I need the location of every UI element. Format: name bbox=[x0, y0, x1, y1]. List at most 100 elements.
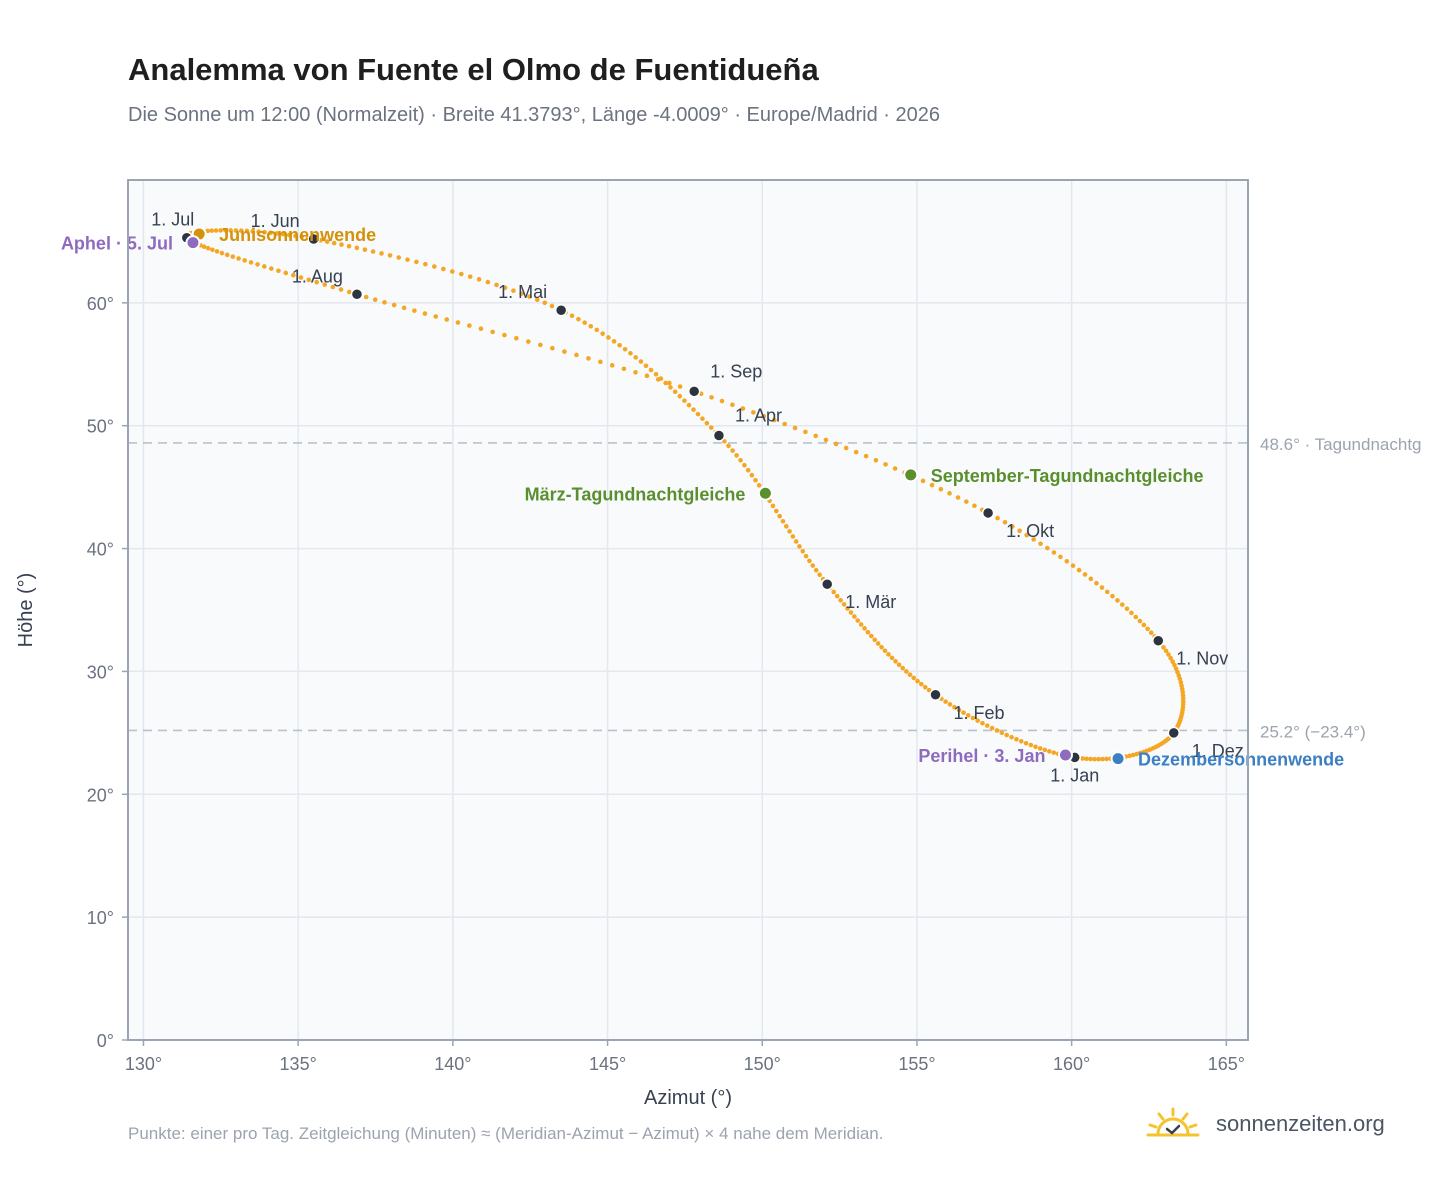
day-point bbox=[347, 289, 352, 295]
day-point bbox=[995, 515, 1000, 521]
day-point bbox=[1084, 756, 1089, 762]
day-point bbox=[883, 462, 888, 467]
day-point bbox=[790, 534, 796, 539]
day-point bbox=[938, 486, 944, 492]
month-label: 1. Jan bbox=[1050, 765, 1099, 785]
day-point bbox=[396, 255, 402, 260]
brand: sonnenzeiten.org bbox=[1146, 1104, 1385, 1144]
day-point bbox=[280, 231, 286, 237]
day-point bbox=[858, 622, 864, 627]
day-point bbox=[1137, 750, 1143, 756]
day-point bbox=[502, 332, 507, 338]
day-point bbox=[219, 250, 225, 256]
day-point bbox=[209, 228, 215, 233]
month-point bbox=[712, 429, 726, 442]
day-point bbox=[700, 416, 705, 421]
day-point bbox=[668, 385, 673, 390]
day-point bbox=[1014, 736, 1019, 742]
day-point bbox=[648, 367, 654, 373]
day-point bbox=[817, 572, 822, 578]
month-label: 1. Feb bbox=[954, 703, 1005, 723]
day-point bbox=[1017, 528, 1022, 534]
day-point bbox=[955, 495, 961, 500]
day-point bbox=[286, 232, 292, 238]
day-point bbox=[893, 659, 898, 664]
day-point bbox=[633, 370, 638, 375]
day-point bbox=[256, 229, 261, 235]
reference-lines: 48.6° · Tagundnachtg 25.2° (−23.4°) bbox=[128, 435, 1422, 741]
day-point bbox=[387, 253, 393, 258]
day-point bbox=[490, 329, 495, 335]
day-point bbox=[210, 247, 215, 253]
day-point bbox=[831, 589, 837, 595]
day-point bbox=[813, 433, 818, 439]
day-point bbox=[841, 602, 847, 607]
day-point bbox=[205, 245, 211, 251]
month-point bbox=[554, 303, 568, 317]
day-point bbox=[1031, 537, 1036, 542]
day-point bbox=[574, 352, 579, 358]
chart-title: Analemma von Fuente el Olmo de Fuentidue… bbox=[128, 52, 819, 87]
day-point bbox=[915, 678, 920, 684]
day-point bbox=[274, 231, 280, 236]
day-point bbox=[432, 264, 437, 269]
day-point bbox=[708, 425, 714, 430]
day-point bbox=[862, 626, 867, 631]
day-point bbox=[1100, 756, 1105, 762]
day-point bbox=[1141, 622, 1147, 628]
day-point bbox=[972, 503, 977, 509]
day-point bbox=[233, 228, 239, 233]
day-point bbox=[276, 268, 281, 274]
day-point bbox=[224, 252, 230, 258]
day-point bbox=[1002, 519, 1008, 525]
day-point bbox=[414, 259, 419, 265]
day-point bbox=[1130, 752, 1136, 758]
day-point bbox=[1047, 749, 1052, 754]
day-point bbox=[875, 641, 881, 646]
day-point bbox=[423, 261, 428, 267]
chart-subtitle: Die Sonne um 12:00 (Normalzeit) · Breite… bbox=[128, 104, 941, 126]
day-point bbox=[236, 256, 241, 261]
day-point bbox=[248, 260, 254, 265]
day-point bbox=[907, 672, 913, 678]
day-point bbox=[843, 445, 849, 451]
day-point bbox=[943, 699, 948, 704]
day-point bbox=[792, 425, 798, 431]
day-point bbox=[947, 491, 952, 496]
day-point bbox=[947, 702, 953, 707]
event-point bbox=[185, 235, 201, 251]
day-point bbox=[999, 730, 1005, 736]
day-point bbox=[1104, 756, 1109, 762]
day-point bbox=[1092, 756, 1097, 762]
sun-check-logo-icon bbox=[1146, 1107, 1200, 1137]
day-point bbox=[588, 323, 594, 329]
day-point bbox=[1148, 630, 1154, 635]
day-point bbox=[1099, 585, 1105, 590]
month-label: 1. Jul bbox=[151, 210, 194, 230]
day-point bbox=[1033, 744, 1038, 750]
day-point bbox=[709, 395, 714, 400]
day-point bbox=[730, 402, 735, 408]
day-point bbox=[1080, 756, 1085, 761]
day-point bbox=[283, 270, 289, 276]
day-point bbox=[1094, 580, 1099, 586]
day-point bbox=[1170, 659, 1175, 664]
day-point bbox=[780, 518, 786, 524]
day-point bbox=[1145, 626, 1150, 632]
day-point bbox=[761, 413, 767, 419]
day-point bbox=[956, 707, 962, 713]
day-point bbox=[476, 277, 482, 282]
day-point bbox=[644, 373, 650, 379]
day-point bbox=[853, 449, 859, 455]
day-point bbox=[783, 524, 789, 529]
day-point bbox=[774, 508, 779, 514]
day-point bbox=[663, 380, 668, 386]
day-point bbox=[382, 300, 387, 305]
day-point bbox=[852, 614, 857, 619]
day-point bbox=[782, 421, 787, 427]
day-point bbox=[1119, 602, 1125, 607]
day-point bbox=[372, 297, 378, 302]
day-point bbox=[628, 350, 633, 356]
day-point bbox=[218, 228, 223, 233]
day-point bbox=[306, 277, 312, 283]
